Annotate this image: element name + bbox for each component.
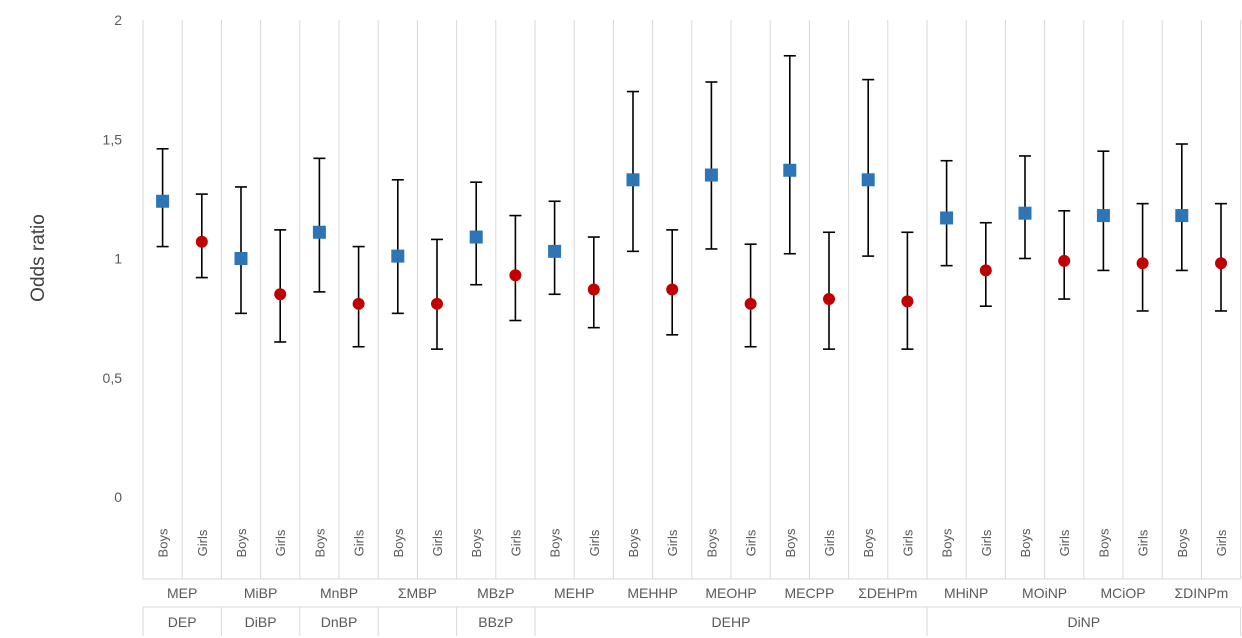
sex-label: Boys xyxy=(548,528,563,557)
sex-label: Girls xyxy=(900,529,915,556)
y-tick-label: 2 xyxy=(114,12,122,28)
parent-compound-label: DEP xyxy=(168,614,197,630)
sex-label: Boys xyxy=(704,528,719,557)
metabolite-label: MOiNP xyxy=(1022,585,1067,601)
sex-label: Girls xyxy=(744,529,759,556)
sex-label: Girls xyxy=(1057,529,1072,556)
metabolite-label: MnBP xyxy=(320,585,358,601)
sex-label: Boys xyxy=(861,528,876,557)
sex-label: Boys xyxy=(1096,528,1111,557)
girls-marker xyxy=(744,297,757,310)
boys-marker xyxy=(704,168,718,182)
girls-marker xyxy=(666,283,679,296)
sex-label: Boys xyxy=(391,528,406,557)
y-tick-label: 0 xyxy=(114,489,122,505)
boys-marker xyxy=(548,244,562,258)
girls-marker xyxy=(823,293,835,306)
boys-marker xyxy=(940,211,954,225)
girls-marker xyxy=(1136,257,1149,270)
metabolite-label: MEHP xyxy=(554,585,594,601)
girls-marker xyxy=(1215,257,1227,270)
metabolite-label: MCiOP xyxy=(1100,585,1145,601)
y-tick-label: 0,5 xyxy=(103,370,123,386)
sex-label: Boys xyxy=(469,528,484,557)
sex-label: Girls xyxy=(430,529,445,556)
parent-compound-label: DiBP xyxy=(245,614,277,630)
boys-marker xyxy=(626,173,640,187)
category-gridlines xyxy=(142,20,1242,636)
sex-label: Girls xyxy=(508,529,523,556)
y-axis-label: Odds ratio xyxy=(28,214,49,302)
parent-compound-label: BBzP xyxy=(478,614,513,630)
boys-marker xyxy=(861,173,875,187)
metabolite-label: MHiNP xyxy=(944,585,988,601)
boys-marker xyxy=(783,163,797,177)
boys-marker xyxy=(1018,206,1032,220)
metabolite-label: ΣDINPm xyxy=(1175,585,1229,601)
boys-marker xyxy=(234,252,248,265)
metabolite-label: MEOHP xyxy=(705,585,756,601)
sex-label: Girls xyxy=(195,529,210,556)
parent-compound-label: DEHP xyxy=(712,614,751,630)
girls-marker xyxy=(979,264,992,277)
error-bars xyxy=(156,54,1227,350)
sex-label: Boys xyxy=(626,528,641,557)
y-tick-label: 1 xyxy=(114,251,122,267)
sex-label: Girls xyxy=(352,529,367,556)
sex-label: Boys xyxy=(940,528,955,557)
boys-marker xyxy=(1096,209,1110,223)
y-tick-label: 1,5 xyxy=(103,131,123,147)
boys-marker xyxy=(469,230,483,244)
y-axis: 0 0,5 1 1,5 2 xyxy=(103,12,123,505)
girls-marker xyxy=(352,297,365,310)
boys-marker xyxy=(312,225,326,239)
point-markers xyxy=(156,163,1227,310)
girls-marker xyxy=(901,295,914,308)
sex-label: Boys xyxy=(1018,528,1033,557)
boys-marker xyxy=(156,194,170,208)
girls-marker xyxy=(509,269,522,282)
metabolite-label: MEHHP xyxy=(627,585,678,601)
metabolite-labels: MEP MiBP MnBP ΣMBP MBzP MEHP MEHHP MEOHP MECPP ΣD… xyxy=(167,585,1228,601)
sex-label: Girls xyxy=(1214,529,1229,556)
sex-label: Girls xyxy=(1136,529,1151,556)
sex-label: Boys xyxy=(312,528,327,557)
sex-label: Boys xyxy=(234,528,249,557)
sex-label: Boys xyxy=(1175,528,1190,557)
metabolite-label: MEP xyxy=(167,585,197,601)
metabolite-label: ΣDEHPm xyxy=(858,585,917,601)
parent-compound-label: DnBP xyxy=(321,614,358,630)
sex-label: Girls xyxy=(665,529,680,556)
sex-label: Girls xyxy=(979,529,994,556)
sex-label: Boys xyxy=(156,528,171,557)
boys-marker xyxy=(391,249,405,263)
girls-marker xyxy=(274,288,287,301)
parent-compound-labels: DEP DiBP DnBP BBzP DEHP DiNP xyxy=(168,614,1100,630)
sex-label: Girls xyxy=(273,529,288,556)
boys-marker xyxy=(1175,209,1189,223)
girls-marker xyxy=(195,235,208,248)
metabolite-label: MECPP xyxy=(785,585,835,601)
parent-compound-label: DiNP xyxy=(1067,614,1100,630)
metabolite-label: MiBP xyxy=(244,585,277,601)
sex-label: Boys xyxy=(783,528,798,557)
girls-marker xyxy=(1058,254,1071,267)
metabolite-label: MBzP xyxy=(477,585,514,601)
sex-label: Girls xyxy=(587,529,602,556)
girls-marker xyxy=(431,297,443,310)
sex-tick-labels: Boys Girls Boys Girls Boys Girls Boys Girls Boys… xyxy=(156,528,1229,557)
metabolite-label: ΣMBP xyxy=(398,585,437,601)
girls-marker xyxy=(587,283,600,296)
sex-label: Girls xyxy=(822,529,837,556)
